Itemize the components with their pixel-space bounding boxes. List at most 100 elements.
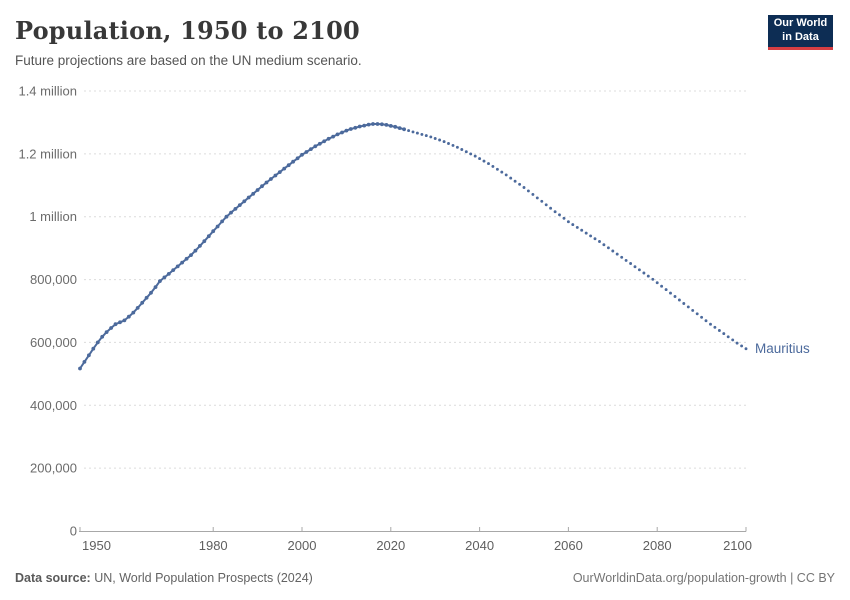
series-point-historical[interactable] [100,334,105,339]
series-point-historical[interactable] [326,136,331,141]
series-point-historical[interactable] [162,275,167,280]
series-point-projection[interactable] [691,308,695,312]
series-point-historical[interactable] [82,360,87,364]
series-point-historical[interactable] [237,203,242,208]
series-point-historical[interactable] [304,150,309,154]
series-point-historical[interactable] [255,188,260,192]
series-point-historical[interactable] [291,159,295,164]
series-point-historical[interactable] [295,156,300,161]
series-point-historical[interactable] [397,126,402,130]
series-point-historical[interactable] [180,260,185,265]
series-point-projection[interactable] [660,284,664,288]
series-point-historical[interactable] [184,256,189,261]
series-point-historical[interactable] [215,224,220,229]
series-point-projection[interactable] [526,189,530,193]
series-point-historical[interactable] [380,122,384,127]
series-point-projection[interactable] [624,258,628,262]
series-point-projection[interactable] [633,265,637,269]
series-point-historical[interactable] [277,170,282,175]
series-point-projection[interactable] [491,164,495,168]
series-point-projection[interactable] [407,129,411,133]
series-point-projection[interactable] [717,329,721,332]
series-point-projection[interactable] [433,137,437,140]
series-point-projection[interactable] [424,134,428,138]
series-point-projection[interactable] [575,225,579,229]
series-point-historical[interactable] [246,195,251,200]
series-point-historical[interactable] [91,346,96,351]
series-point-projection[interactable] [442,140,446,144]
series-point-projection[interactable] [473,154,477,158]
series-point-projection[interactable] [495,167,499,171]
series-point-projection[interactable] [558,213,561,217]
series-point-historical[interactable] [269,177,273,181]
series-point-historical[interactable] [202,239,207,244]
series-point-projection[interactable] [447,142,450,145]
series-point-projection[interactable] [709,322,712,326]
series-point-historical[interactable] [260,184,264,189]
series-point-historical[interactable] [357,124,362,129]
series-point-historical[interactable] [371,122,375,126]
series-point-projection[interactable] [482,159,486,163]
series-point-projection[interactable] [593,237,597,241]
series-point-historical[interactable] [118,320,122,325]
series-point-projection[interactable] [677,298,681,302]
series-point-historical[interactable] [402,127,406,132]
series-point-projection[interactable] [566,220,570,224]
series-point-projection[interactable] [478,157,482,161]
series-point-projection[interactable] [460,148,464,151]
series-point-historical[interactable] [211,229,216,234]
series-point-projection[interactable] [615,252,619,256]
series-point-projection[interactable] [655,281,659,285]
series-point-projection[interactable] [518,182,522,186]
series-point-historical[interactable] [140,300,145,305]
series-point-historical[interactable] [126,314,131,319]
series-point-historical[interactable] [388,124,393,128]
series-point-projection[interactable] [611,249,615,253]
series-point-projection[interactable] [415,131,419,135]
series-point-historical[interactable] [87,353,91,358]
series-point-projection[interactable] [562,216,566,220]
series-point-projection[interactable] [642,271,646,275]
series-point-historical[interactable] [233,207,238,211]
series-point-projection[interactable] [735,341,739,345]
series-point-historical[interactable] [344,128,349,133]
series-point-projection[interactable] [429,135,433,139]
series-point-projection[interactable] [553,210,557,214]
series-point-projection[interactable] [580,228,584,232]
series-point-historical[interactable] [166,272,171,276]
series-point-historical[interactable] [322,139,327,144]
series-point-historical[interactable] [286,163,291,168]
series-point-historical[interactable] [109,326,113,330]
series-point-projection[interactable] [411,130,415,134]
series-point-historical[interactable] [144,295,149,300]
series-point-projection[interactable] [513,179,517,183]
series-point-historical[interactable] [340,130,344,135]
series-point-projection[interactable] [438,138,442,142]
series-point-projection[interactable] [544,203,548,207]
series-point-projection[interactable] [598,240,601,243]
series-point-projection[interactable] [487,162,490,166]
series-point-projection[interactable] [695,312,699,316]
series-point-projection[interactable] [602,243,606,247]
series-point-projection[interactable] [549,206,553,210]
series-point-projection[interactable] [464,150,468,154]
series-point-projection[interactable] [744,347,748,351]
series-point-projection[interactable] [571,223,575,227]
series-point-historical[interactable] [251,191,256,196]
series-point-projection[interactable] [629,262,633,265]
series-point-projection[interactable] [637,268,641,272]
series-line-historical[interactable] [79,123,405,370]
series-point-historical[interactable] [264,180,269,185]
series-point-projection[interactable] [540,199,544,203]
series-point-projection[interactable] [584,231,588,235]
series-point-projection[interactable] [682,302,686,305]
series-point-projection[interactable] [522,186,526,189]
series-point-projection[interactable] [704,319,708,323]
series-point-projection[interactable] [726,335,730,339]
series-point-historical[interactable] [104,330,109,334]
series-point-projection[interactable] [686,305,690,309]
series-point-projection[interactable] [620,255,624,259]
series-point-historical[interactable] [189,253,193,257]
series-point-historical[interactable] [229,210,233,215]
series-point-historical[interactable] [131,310,136,315]
